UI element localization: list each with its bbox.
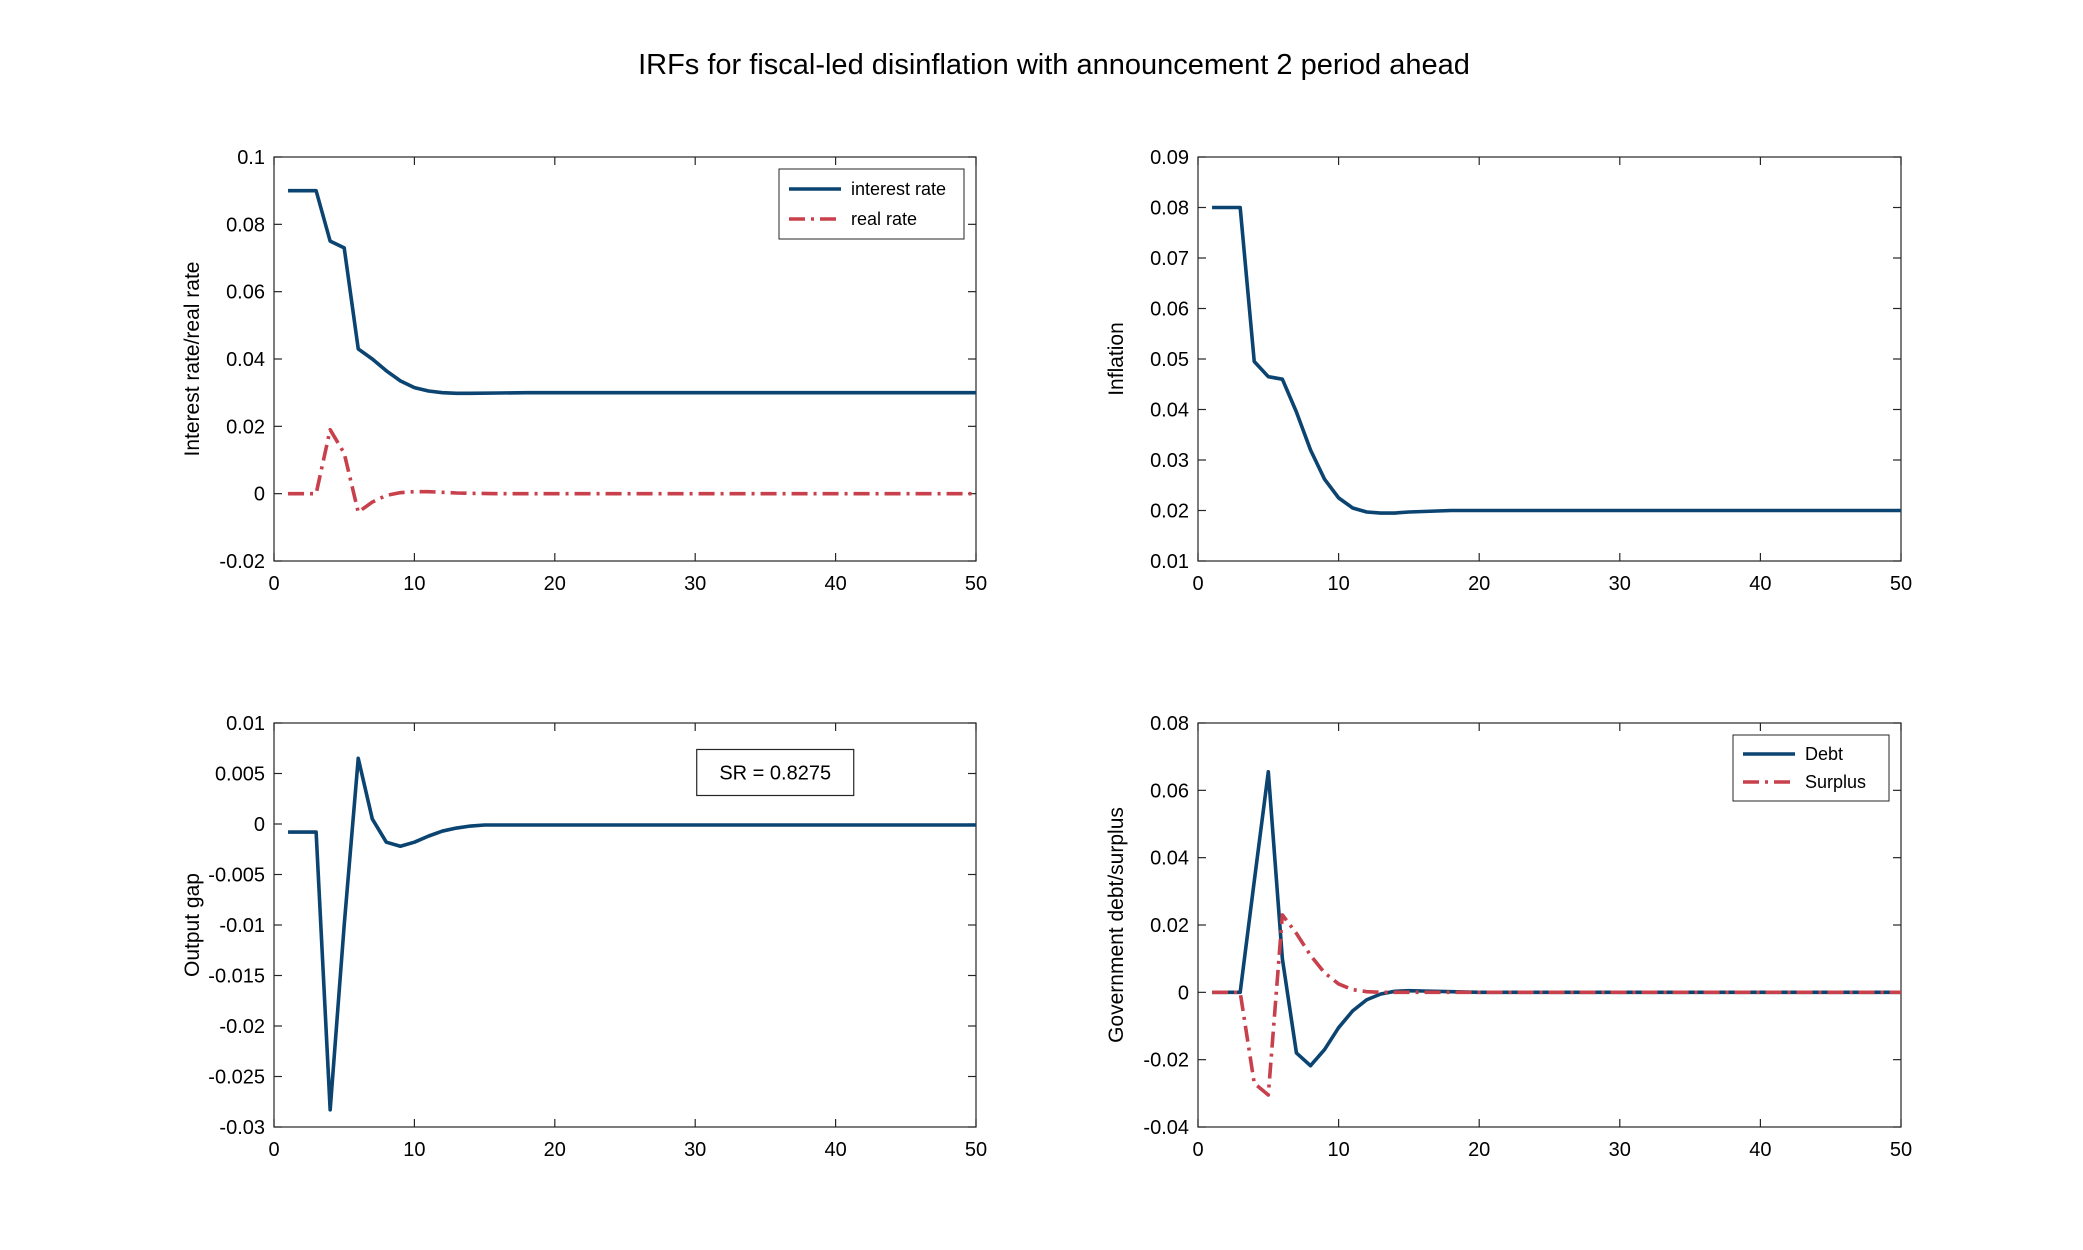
legend-entry: Debt: [1805, 744, 1843, 764]
y-tick-label: 0.05: [1150, 349, 1189, 371]
y-tick-label: 0: [1178, 982, 1189, 1004]
y-tick-label: -0.03: [219, 1117, 265, 1139]
y-tick-label: 0: [254, 484, 265, 506]
x-tick-label: 50: [965, 573, 987, 595]
legend: Debt Surplus: [1732, 734, 1890, 802]
legend-entry: interest rate: [851, 179, 946, 199]
x-tick-label: 30: [1609, 573, 1631, 595]
y-tick-label: -0.02: [1143, 1050, 1189, 1072]
figure-title: IRFs for fiscal-led disinflation with an…: [638, 49, 1470, 81]
x-tick-label: 10: [403, 1139, 425, 1161]
x-tick-label: 20: [1468, 1139, 1490, 1161]
x-tick-label: 10: [403, 573, 425, 595]
y-tick-label: 0: [254, 814, 265, 836]
y-tick-label: -0.025: [208, 1067, 265, 1089]
y-tick-label: 0.02: [1150, 501, 1189, 523]
y-tick-label: 0.04: [226, 349, 265, 371]
panel-debt: 0 10 20 30 40 50 -0.04 -0.02 0 0.02 0.04 0.06 0.08 Go…: [1105, 713, 1912, 1161]
y-tick-label: 0.08: [1150, 198, 1189, 220]
y-tick-label: -0.015: [208, 966, 265, 988]
x-tick-label: 30: [684, 1139, 706, 1161]
y-tick-label: 0.08: [1150, 713, 1189, 735]
x-tick-label: 50: [1890, 1139, 1912, 1161]
legend-entry: real rate: [851, 209, 917, 229]
y-tick-label: 0.02: [226, 416, 265, 438]
y-tick-label: 0.06: [226, 282, 265, 304]
x-tick-label: 20: [544, 1139, 566, 1161]
y-tick-label: 0.06: [1150, 299, 1189, 321]
series-line-real-rate: [288, 427, 976, 514]
y-tick-label: -0.02: [219, 1016, 265, 1038]
legend-entry: Surplus: [1805, 772, 1866, 792]
y-tick-label: 0.03: [1150, 450, 1189, 472]
y-tick-label: 0.01: [1150, 551, 1189, 573]
x-tick-label: 50: [1890, 573, 1912, 595]
annotation-box: [696, 748, 855, 797]
y-axis-label: Government debt/surplus: [1105, 807, 1128, 1043]
x-tick-label: 0: [268, 1139, 279, 1161]
y-tick-label: -0.01: [219, 915, 265, 937]
y-tick-label: -0.005: [208, 865, 265, 887]
y-tick-label: 0.06: [1150, 780, 1189, 802]
x-tick-label: 0: [1192, 1139, 1203, 1161]
y-tick-label: 0.04: [1150, 400, 1189, 422]
y-tick-label: 0.01: [226, 713, 265, 735]
plot-area: [1197, 156, 1902, 562]
y-tick-label: 0.005: [215, 764, 265, 786]
series-line-1: [288, 756, 976, 1112]
y-tick-label: 0.08: [226, 214, 265, 236]
x-tick-label: 10: [1327, 1139, 1349, 1161]
x-tick-label: 50: [965, 1139, 987, 1161]
y-axis-label: Inflation: [1105, 322, 1128, 396]
plot-area: [273, 722, 977, 1128]
x-tick-label: 40: [1749, 573, 1771, 595]
y-axis-label: Interest rate/real rate: [181, 262, 204, 457]
x-tick-label: 0: [1192, 573, 1203, 595]
series-line-surplus: [1212, 913, 1901, 1097]
y-tick-label: -0.02: [219, 551, 265, 573]
legend-box: [1732, 734, 1890, 802]
annotation: SR = 0.8275: [696, 748, 855, 797]
x-tick-label: 0: [268, 573, 279, 595]
y-tick-label: -0.04: [1143, 1117, 1189, 1139]
series-line-1: [1212, 205, 1901, 515]
series-line-interest-rate: [288, 188, 976, 396]
legend: interest rate real rate: [778, 168, 965, 240]
y-tick-label: 0.1: [237, 147, 265, 169]
x-tick-label: 10: [1327, 573, 1349, 595]
panel-interest: 0 10 20 30 40 50-0.0200.020.040.060.080.1Inte…: [181, 147, 987, 595]
x-tick-label: 30: [1609, 1139, 1631, 1161]
y-tick-label: 0.07: [1150, 248, 1189, 270]
y-axis-label: Output gap: [181, 873, 204, 977]
x-tick-label: 40: [824, 573, 846, 595]
x-tick-label: 40: [1749, 1139, 1771, 1161]
y-tick-label: 0.09: [1150, 147, 1189, 169]
x-tick-label: 20: [1468, 573, 1490, 595]
panel-inflation: 0 10 20 30 40 50 0.01 0.02 0.03 0.04 0.05 0.06 0.07 0…: [1105, 147, 1912, 595]
legend-box: [778, 168, 965, 240]
y-tick-label: 0.02: [1150, 915, 1189, 937]
annotation-text: SR = 0.8275: [719, 762, 831, 784]
y-tick-label: 0.04: [1150, 848, 1189, 870]
x-tick-label: 30: [684, 573, 706, 595]
panel-output: 0 10 20 30 40 50 -0.03 -0.025 -0.02 -0.015 -0.01 -0…: [181, 713, 987, 1161]
x-tick-label: 40: [824, 1139, 846, 1161]
x-tick-label: 20: [544, 573, 566, 595]
